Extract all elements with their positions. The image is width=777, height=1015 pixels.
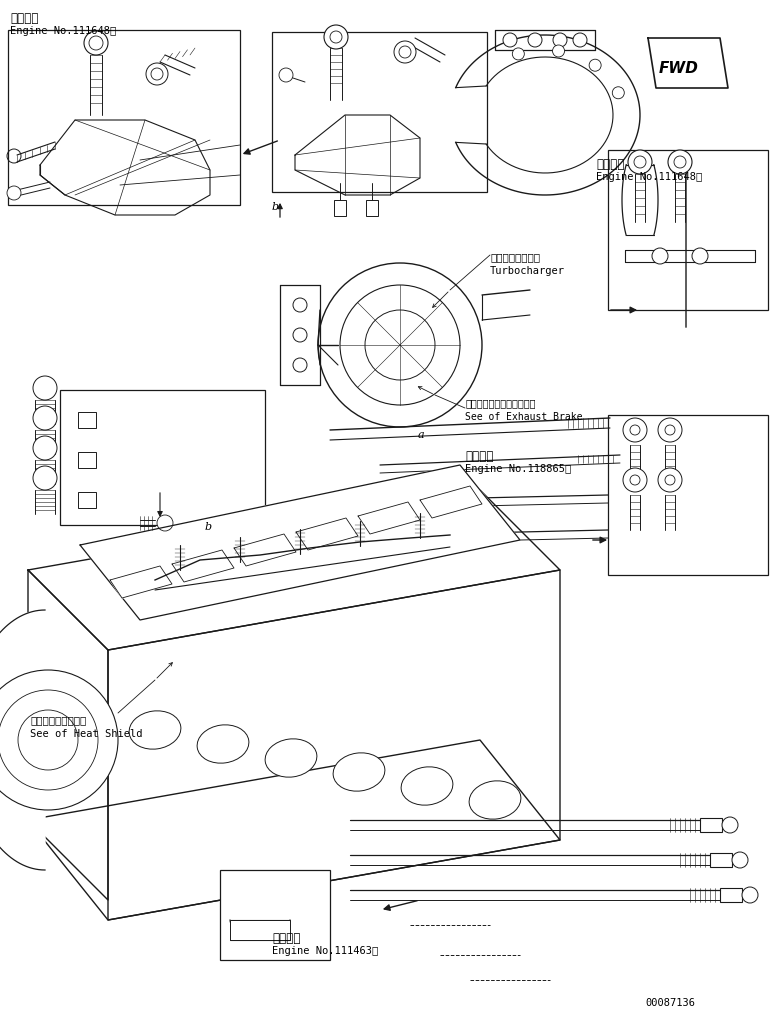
Bar <box>230 920 290 940</box>
Text: 適用号機: 適用号機 <box>272 932 301 945</box>
Bar <box>78 492 96 508</box>
Circle shape <box>612 86 624 98</box>
Polygon shape <box>172 550 234 582</box>
Text: 適用号機: 適用号機 <box>10 12 39 25</box>
Circle shape <box>692 248 708 264</box>
Circle shape <box>324 25 348 49</box>
Circle shape <box>742 887 758 903</box>
Ellipse shape <box>129 710 181 749</box>
Text: ターボチャージャ: ターボチャージャ <box>490 252 540 262</box>
Circle shape <box>394 41 416 63</box>
Polygon shape <box>28 740 560 920</box>
Bar <box>8 30 240 205</box>
Circle shape <box>552 45 565 57</box>
Circle shape <box>503 33 517 47</box>
Text: Engine No.111648～: Engine No.111648～ <box>596 172 702 182</box>
Circle shape <box>589 59 601 71</box>
Circle shape <box>84 31 108 55</box>
Circle shape <box>668 150 692 174</box>
Bar <box>60 390 265 525</box>
Text: エキゾーストブレーキ参照: エキゾーストブレーキ参照 <box>465 398 535 408</box>
Text: FWD: FWD <box>659 61 699 75</box>
Polygon shape <box>0 610 45 870</box>
Polygon shape <box>110 566 172 598</box>
Circle shape <box>628 150 652 174</box>
Text: See of Heat Shield: See of Heat Shield <box>30 729 142 739</box>
Ellipse shape <box>197 725 249 763</box>
Text: 00087136: 00087136 <box>645 998 695 1008</box>
Text: Engine No.111648～: Engine No.111648～ <box>10 26 117 36</box>
Bar <box>366 200 378 216</box>
Circle shape <box>157 515 173 531</box>
Circle shape <box>279 68 293 82</box>
Circle shape <box>512 48 524 60</box>
Circle shape <box>652 248 668 264</box>
Circle shape <box>732 852 748 868</box>
Text: 適用号機: 適用号機 <box>465 450 493 463</box>
Polygon shape <box>358 502 420 534</box>
Text: Turbocharger: Turbocharger <box>490 266 565 276</box>
Bar <box>272 32 487 192</box>
Circle shape <box>33 376 57 400</box>
Text: b: b <box>272 202 279 212</box>
Ellipse shape <box>265 739 317 777</box>
Circle shape <box>0 670 118 810</box>
Circle shape <box>7 186 21 200</box>
Circle shape <box>573 33 587 47</box>
Bar <box>78 452 96 468</box>
Circle shape <box>623 468 647 492</box>
Circle shape <box>146 63 168 85</box>
Bar <box>608 415 768 576</box>
Text: 適用号機: 適用号機 <box>596 158 625 171</box>
Bar <box>220 870 330 960</box>
Circle shape <box>318 263 482 427</box>
Polygon shape <box>296 518 358 550</box>
Polygon shape <box>80 465 520 620</box>
Polygon shape <box>234 534 296 566</box>
Circle shape <box>33 466 57 490</box>
Text: b: b <box>205 522 212 532</box>
Text: Engine No.118865～: Engine No.118865～ <box>465 464 571 474</box>
Bar <box>710 853 732 867</box>
Polygon shape <box>108 570 560 920</box>
Circle shape <box>293 328 307 342</box>
Text: See of Exhaust Brake: See of Exhaust Brake <box>465 412 583 422</box>
Circle shape <box>722 817 738 833</box>
Text: ヒートシールド参照: ヒートシールド参照 <box>30 715 86 725</box>
Circle shape <box>293 298 307 312</box>
Circle shape <box>623 418 647 442</box>
Bar <box>700 818 722 832</box>
Polygon shape <box>420 486 482 518</box>
Bar <box>720 888 742 902</box>
Circle shape <box>33 436 57 460</box>
Polygon shape <box>648 38 728 88</box>
Circle shape <box>293 358 307 373</box>
Circle shape <box>658 468 682 492</box>
Circle shape <box>528 33 542 47</box>
Ellipse shape <box>469 781 521 819</box>
Polygon shape <box>28 570 108 900</box>
Circle shape <box>33 406 57 430</box>
Bar <box>78 412 96 428</box>
Bar <box>608 150 768 310</box>
Text: a: a <box>418 430 424 439</box>
Bar <box>334 200 346 216</box>
Text: Engine No.111463～: Engine No.111463～ <box>272 946 378 956</box>
Ellipse shape <box>333 753 385 791</box>
Polygon shape <box>28 490 560 650</box>
Circle shape <box>553 33 567 47</box>
Circle shape <box>658 418 682 442</box>
Ellipse shape <box>401 767 453 805</box>
